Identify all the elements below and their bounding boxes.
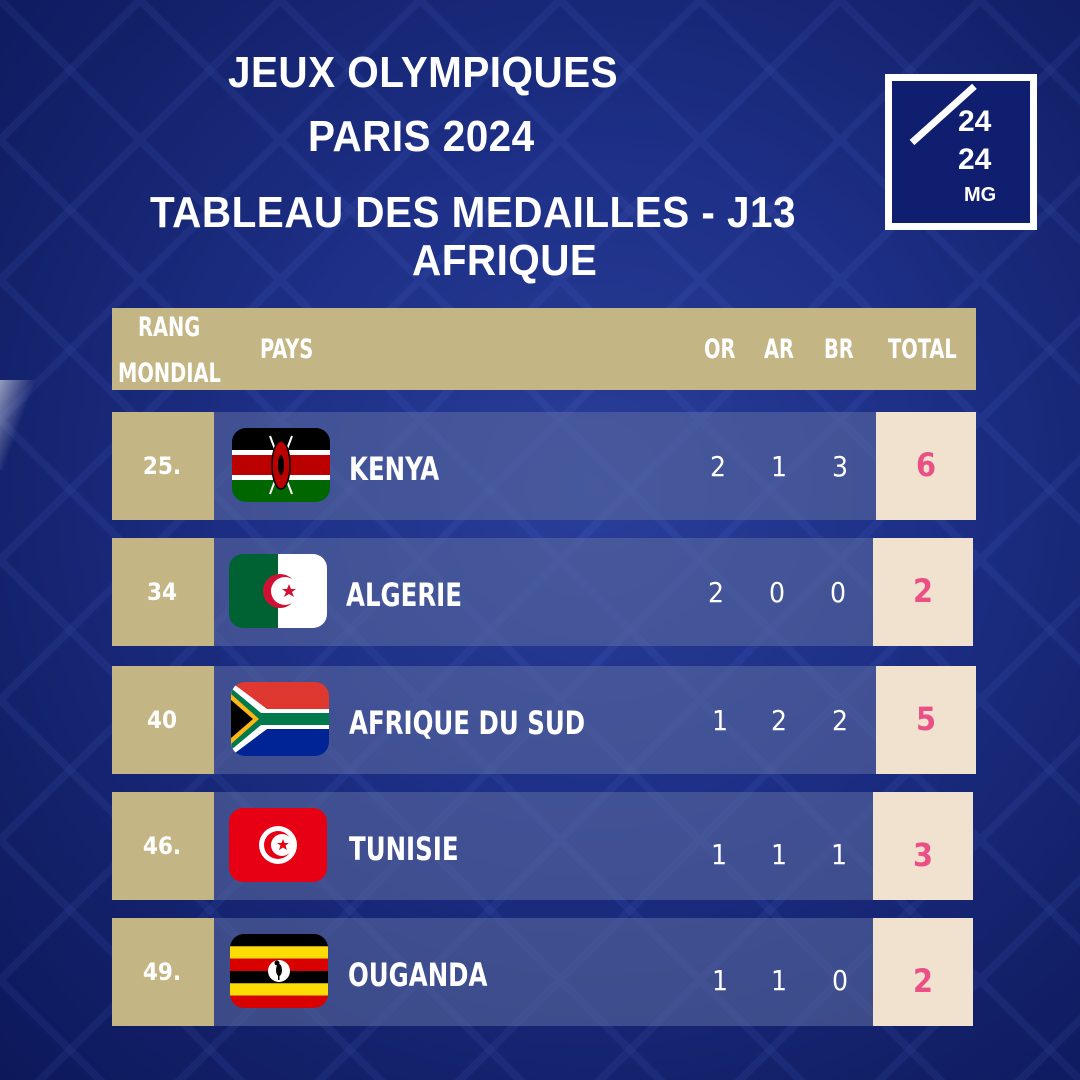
- total-cell: 6: [876, 412, 976, 520]
- country-name: OUGANDA: [348, 956, 488, 994]
- total-cell: 3: [873, 792, 973, 900]
- silver-count: 2: [770, 704, 788, 737]
- uganda-flag-icon: [230, 934, 328, 1008]
- table-header: RANG MONDIAL PAYS OR AR BR TOTAL: [112, 308, 976, 390]
- rank-cell: 25.: [112, 412, 214, 520]
- total-value: 3: [912, 836, 934, 874]
- silver-count: 1: [770, 964, 788, 997]
- header-ar: AR: [764, 334, 795, 365]
- table-row: 25. KENYA 2 1 3 6: [112, 412, 976, 520]
- south-africa-flag-icon: [231, 682, 329, 756]
- rank-value: 40: [146, 706, 178, 734]
- tunisia-flag-icon: [229, 808, 327, 882]
- silver-count: 0: [768, 576, 786, 609]
- country-name: KENYA: [349, 450, 440, 488]
- algeria-flag-icon: [229, 554, 327, 628]
- gold-count: 1: [710, 838, 728, 871]
- gold-count: 2: [709, 450, 727, 483]
- header-pays: PAYS: [260, 334, 314, 365]
- title-line-4: AFRIQUE: [412, 236, 598, 285]
- total-cell: 5: [876, 666, 976, 774]
- table-row: 46. TUNISIE 1 1 1 3: [112, 792, 974, 900]
- total-cell: 2: [873, 918, 973, 1026]
- gold-count: 2: [707, 576, 725, 609]
- country-name: ALGERIE: [346, 576, 462, 614]
- bronze-count: 0: [829, 576, 847, 609]
- header-or: OR: [704, 334, 736, 365]
- total-cell: 2: [873, 538, 973, 646]
- logo-text-3: MG: [964, 184, 997, 206]
- bronze-count: 1: [830, 838, 848, 871]
- title-line-3: TABLEAU DES MEDAILLES - J13: [150, 188, 796, 237]
- bronze-count: 2: [831, 704, 849, 737]
- logo-text-2: 24: [958, 143, 992, 176]
- table-row: 40 AFRIQUE DU SUD 1 2 2 5: [112, 666, 976, 774]
- country-name: TUNISIE: [349, 830, 459, 868]
- bronze-count: 0: [831, 964, 849, 997]
- rank-value: 49.: [142, 958, 182, 986]
- title-line-1: JEUX OLYMPIQUES: [228, 48, 619, 97]
- header-br: BR: [824, 334, 854, 365]
- gold-count: 1: [711, 964, 729, 997]
- total-value: 2: [912, 962, 934, 1000]
- rank-value: 34: [146, 578, 178, 606]
- header-total: TOTAL: [888, 334, 957, 365]
- rank-value: 25.: [142, 452, 182, 480]
- rank-cell: 49.: [112, 918, 214, 1026]
- rank-value: 46.: [142, 832, 182, 860]
- total-value: 5: [915, 700, 937, 738]
- header-mondial: MONDIAL: [118, 358, 221, 389]
- header-rang: RANG: [138, 312, 201, 343]
- rank-cell: 46.: [112, 792, 214, 900]
- title-line-2: PARIS 2024: [308, 112, 535, 161]
- logo-text-1: 24: [958, 105, 992, 138]
- logo-2424mg: 24 24 MG: [885, 74, 1037, 230]
- table-row: 49. OUGANDA 1 1 0 2: [112, 918, 974, 1026]
- gold-count: 1: [711, 704, 729, 737]
- bronze-count: 3: [831, 450, 849, 483]
- table-row: 34 ALGERIE 2 0 0 2: [112, 538, 974, 646]
- silver-count: 1: [770, 838, 788, 871]
- total-value: 2: [912, 572, 934, 610]
- rank-cell: 40: [112, 666, 214, 774]
- kenya-flag-icon: [232, 428, 330, 502]
- rank-cell: 34: [112, 538, 214, 646]
- total-value: 6: [915, 446, 937, 484]
- silver-count: 1: [770, 450, 788, 483]
- country-name: AFRIQUE DU SUD: [349, 704, 586, 742]
